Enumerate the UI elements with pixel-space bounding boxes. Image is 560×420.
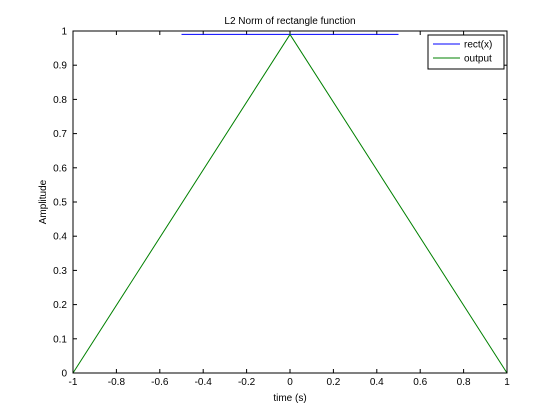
y-tick-label: 0.4 bbox=[53, 232, 67, 243]
y-tick-label: 0.8 bbox=[53, 95, 67, 106]
x-tick-label: 0.4 bbox=[370, 377, 384, 388]
x-tick-label: -0.4 bbox=[195, 377, 213, 388]
y-tick-label: 0.2 bbox=[53, 300, 67, 311]
x-tick-label: -0.8 bbox=[108, 377, 126, 388]
y-tick-label: 0 bbox=[61, 369, 67, 380]
x-tick-label: 1 bbox=[504, 377, 510, 388]
x-axis-ticks: -1 -0.8 -0.6 -0.4 -0.2 0 0.2 0.4 0.6 0.8 1 bbox=[69, 31, 510, 388]
plot-area bbox=[73, 31, 507, 373]
x-tick-label: 0.6 bbox=[413, 377, 427, 388]
y-axis-label: Amplitude bbox=[38, 179, 49, 224]
y-tick-label: 0.5 bbox=[53, 198, 67, 209]
x-tick-label: 0.2 bbox=[326, 377, 340, 388]
x-tick-label: 0 bbox=[287, 377, 293, 388]
legend-label: output bbox=[464, 54, 492, 65]
legend-box bbox=[427, 34, 505, 70]
x-axis-label: time (s) bbox=[273, 393, 306, 404]
y-tick-label: 0.6 bbox=[53, 163, 67, 174]
plot-frame bbox=[72, 30, 508, 374]
y-axis-ticks: 0 0.1 0.2 0.3 0.4 0.5 0.6 0.7 0.8 0.9 1 bbox=[53, 27, 507, 380]
chart-title: L2 Norm of rectangle function bbox=[224, 16, 355, 27]
y-tick-label: 0.3 bbox=[53, 266, 67, 277]
y-tick-label: 0.9 bbox=[53, 61, 67, 72]
y-tick-label: 1 bbox=[61, 27, 67, 38]
x-tick-label: -0.6 bbox=[151, 377, 169, 388]
y-tick-label: 0.1 bbox=[53, 334, 67, 345]
x-tick-label: 0.8 bbox=[457, 377, 471, 388]
legend: rect(x) output bbox=[427, 34, 505, 70]
series-layer bbox=[72, 33, 508, 374]
legend-label: rect(x) bbox=[464, 40, 492, 51]
x-tick-label: -0.2 bbox=[238, 377, 256, 388]
x-tick-label: -1 bbox=[69, 377, 78, 388]
series-line-output bbox=[72, 33, 508, 374]
y-tick-label: 0.7 bbox=[53, 129, 67, 140]
